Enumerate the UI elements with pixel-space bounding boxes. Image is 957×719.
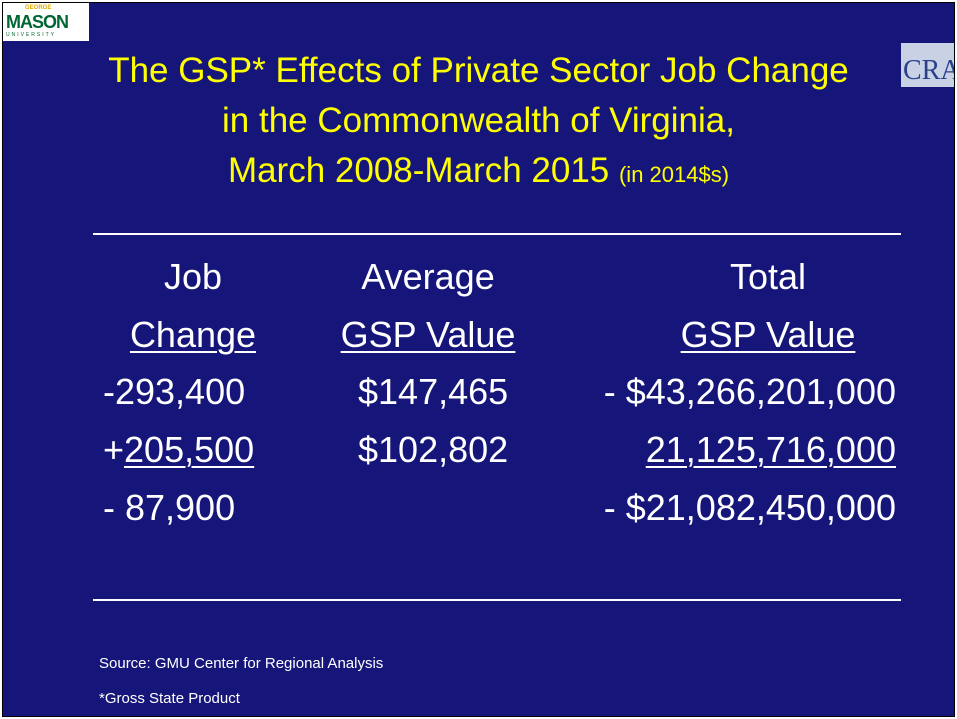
title-line: The GSP* Effects of Private Sector Job C… (108, 51, 849, 90)
title-text: March 2008-March 2015 (227, 151, 610, 190)
cra-logo: CRA (901, 43, 954, 87)
table-cell: - 87,900 (103, 487, 236, 528)
logo-text: UNIVERSITY (6, 32, 57, 38)
table-cell: -293,400 (103, 371, 246, 412)
title-note: (in 2014$s) (618, 162, 730, 187)
table-cell: $102,802 (358, 429, 509, 470)
table-cell: $147,465 (358, 371, 509, 412)
separator (93, 599, 901, 601)
header-cell: Total (729, 256, 807, 297)
logo-text: CRA (903, 55, 955, 86)
table-cell: - $21,082,450,000 (603, 487, 896, 528)
gmu-logo: GEORGE MASON UNIVERSITY (3, 3, 89, 41)
source: Source: GMU Center for Regional Analysis (99, 655, 384, 672)
value: 205,500 (124, 429, 255, 470)
table-cell: 21,125,716,000 (645, 429, 896, 470)
table-cell: +205,500 (103, 429, 254, 471)
logo-text: MASON (6, 12, 69, 32)
header-cell: Average (361, 256, 495, 297)
table-cell: - $43,266,201,000 (603, 371, 896, 412)
separator (93, 233, 901, 235)
title-line: in the Commonwealth of Virginia, (222, 101, 735, 140)
title-line: March 2008-March 2015 (in 2014$s) (3, 151, 954, 191)
sign: + (103, 429, 125, 470)
header-cell: Change (129, 314, 257, 355)
header-cell: GSP Value (340, 314, 516, 355)
footnote: *Gross State Product (99, 690, 240, 707)
header-cell: GSP Value (680, 314, 856, 355)
header-cell: Job (163, 256, 223, 297)
logo-text: GEORGE (25, 5, 52, 11)
